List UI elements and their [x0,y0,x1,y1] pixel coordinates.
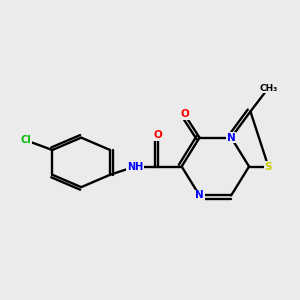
Text: N: N [195,190,204,200]
Text: O: O [180,109,189,119]
Text: N: N [227,133,236,142]
Text: NH: NH [127,161,143,172]
Text: CH₃: CH₃ [259,84,278,93]
Text: Cl: Cl [21,135,32,146]
Text: S: S [265,161,272,172]
Text: O: O [154,130,163,140]
